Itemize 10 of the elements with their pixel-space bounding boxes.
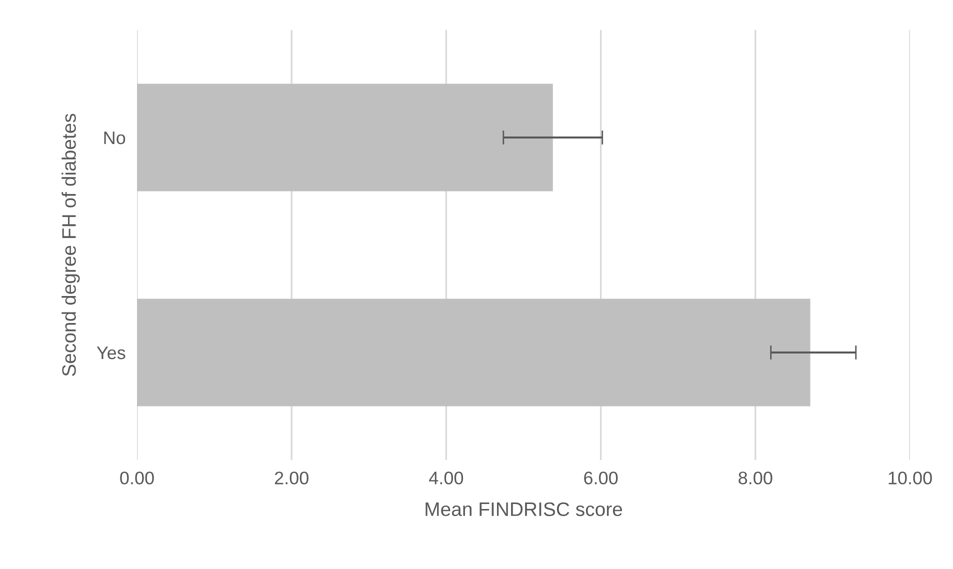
- x-tick-label: 8.00: [738, 472, 772, 484]
- x-tick-label: 2.00: [274, 472, 308, 484]
- y-axis-title: Second degree FH of diabetes: [62, 114, 80, 376]
- y-tick-label: Yes: [96, 346, 126, 360]
- y-tick-label: No: [104, 132, 126, 144]
- x-tick-label: 6.00: [584, 472, 618, 484]
- x-axis-title: Mean FINDRISC score: [426, 502, 622, 516]
- x-tick-label: 10.00: [888, 472, 932, 484]
- x-tick-label: 4.00: [429, 472, 464, 484]
- x-tick-label: 0.00: [120, 472, 154, 484]
